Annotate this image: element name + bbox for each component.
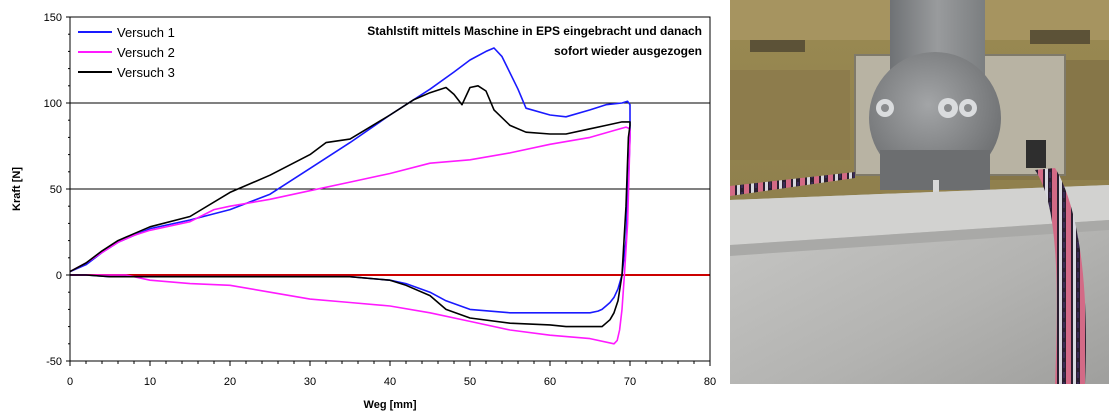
x-tick-label: 70: [624, 376, 636, 388]
series-line-versuch-3: [69, 85, 631, 328]
y-axis-label: Kraft [N]: [11, 167, 23, 211]
x-tick-label: 50: [464, 376, 476, 388]
legend: Versuch 1 Versuch 2 Versuch 3: [78, 25, 175, 80]
annotation-line-2: sofort wieder ausgezogen: [554, 44, 702, 58]
y-tick-label: 50: [50, 184, 62, 196]
series-line-versuch-1: [69, 47, 631, 314]
force-displacement-chart: 0 10 20 30 40 50 60 70 80 -50 0 50 100 150 Weg [mm] K…: [11, 12, 716, 411]
x-axis-label: Weg [mm]: [364, 399, 417, 411]
annotation-line-1: Stahlstift mittels Maschine in EPS einge…: [367, 24, 702, 38]
axis-ticks: 0 10 20 30 40 50 60 70 80 -50 0 50 100 150: [44, 12, 716, 388]
legend-label: Versuch 2: [117, 45, 175, 60]
photo-steel-pin-in-eps: [730, 0, 1109, 384]
x-tick-label: 20: [224, 376, 236, 388]
y-tick-label: 0: [56, 270, 62, 282]
x-tick-label: 40: [384, 376, 396, 388]
legend-label: Versuch 3: [117, 65, 175, 80]
series-line-versuch-2: [69, 126, 631, 345]
machine-test-photo: [730, 0, 1109, 384]
x-tick-label: 30: [304, 376, 316, 388]
x-tick-label: 80: [704, 376, 716, 388]
x-tick-label: 60: [544, 376, 556, 388]
x-tick-label: 0: [67, 376, 73, 388]
y-tick-label: 150: [44, 12, 62, 24]
legend-label: Versuch 1: [117, 25, 175, 40]
chart-panel: 0 10 20 30 40 50 60 70 80 -50 0 50 100 150 Weg [mm] K…: [11, 12, 716, 411]
series-lines: [69, 47, 631, 345]
grid-lines: [70, 102, 710, 190]
y-tick-label: 100: [44, 98, 62, 110]
x-tick-label: 10: [144, 376, 156, 388]
y-tick-label: -50: [46, 356, 62, 368]
